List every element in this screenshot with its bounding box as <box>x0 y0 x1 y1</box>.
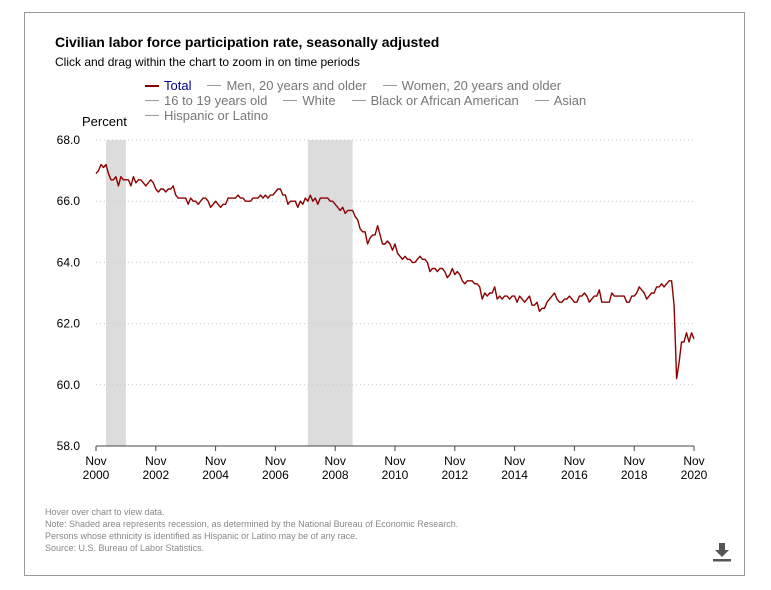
legend-swatch <box>145 100 159 102</box>
recession-band <box>307 140 353 446</box>
x-tick-month: Nov <box>444 454 465 468</box>
legend-label: White <box>302 93 336 108</box>
x-tick-year: 2020 <box>681 468 708 482</box>
y-tick-label: 58.0 <box>57 439 81 453</box>
series-line-total <box>95 163 695 380</box>
x-tick-year: 2000 <box>83 468 110 482</box>
legend-item-hispanic[interactable]: Hispanic or Latino <box>145 108 268 123</box>
download-button[interactable] <box>711 541 733 563</box>
legend-label: Black or African American <box>370 93 519 108</box>
x-tick-month: Nov <box>683 454 704 468</box>
legend-swatch <box>207 85 222 87</box>
legend-label: Men, 20 years and older <box>226 78 367 93</box>
legend-swatch <box>534 100 549 102</box>
legend-label: Total <box>164 78 192 93</box>
x-tick-month: Nov <box>384 454 405 468</box>
legend-swatch <box>351 100 366 102</box>
legend-item-white[interactable]: White <box>283 93 336 108</box>
download-icon <box>713 543 731 562</box>
y-tick-label: 68.0 <box>57 133 81 147</box>
chart-frame <box>24 12 745 576</box>
y-tick-label: 64.0 <box>57 255 81 269</box>
source-note: Source: U.S. Bureau of Labor Statistics. <box>45 543 205 553</box>
y-tick-label: 66.0 <box>57 194 81 208</box>
legend: Total Men, 20 years and older Women, 20 ye… <box>145 78 665 123</box>
legend-swatch <box>145 84 159 87</box>
legend-item-asian[interactable]: Asian <box>534 93 587 108</box>
x-tick-year: 2004 <box>202 468 229 482</box>
x-tick-month: Nov <box>265 454 286 468</box>
legend-item-16-19[interactable]: 16 to 19 years old <box>145 93 267 108</box>
x-tick-year: 2018 <box>621 468 648 482</box>
x-tick-year: 2014 <box>501 468 528 482</box>
chart-subtitle: Click and drag within the chart to zoom … <box>55 55 360 69</box>
y-tick-label: 60.0 <box>57 378 81 392</box>
y-tick-label: 62.0 <box>57 317 81 331</box>
footnotes: Hover over chart to view data. Note: Sha… <box>45 506 458 554</box>
legend-label: 16 to 19 years old <box>164 93 268 108</box>
chart-title: Civilian labor force participation rate,… <box>55 34 440 50</box>
x-tick-month: Nov <box>145 454 166 468</box>
x-tick-month: Nov <box>504 454 525 468</box>
legend-item-black[interactable]: Black or African American <box>351 93 519 108</box>
legend-swatch <box>283 100 298 102</box>
x-tick-year: 2006 <box>262 468 289 482</box>
legend-label: Asian <box>553 93 587 108</box>
x-tick-month: Nov <box>624 454 645 468</box>
x-tick-year: 2002 <box>142 468 169 482</box>
hover-hint: Hover over chart to view data. <box>45 507 165 517</box>
recession-band <box>105 140 126 446</box>
note-ethnicity: Persons whose ethnicity is identified as… <box>45 531 358 541</box>
legend-item-men[interactable]: Men, 20 years and older <box>207 78 367 93</box>
y-tick-labels: 58.0 60.0 62.0 64.0 66.0 68.0 <box>57 133 81 453</box>
x-tick-year: 2016 <box>561 468 588 482</box>
x-tick-month: Nov <box>564 454 585 468</box>
x-tick-year: 2008 <box>322 468 349 482</box>
legend-label: Women, 20 years and older <box>401 78 562 93</box>
series-lines <box>95 163 695 380</box>
note-recession: Note: Shaded area represents recession, … <box>45 519 459 529</box>
legend-swatch <box>145 115 159 117</box>
x-axis <box>95 445 695 451</box>
legend-item-total[interactable]: Total <box>145 78 191 93</box>
x-tick-month: Nov <box>205 454 226 468</box>
x-tick-month: Nov <box>325 454 346 468</box>
x-tick-year: 2010 <box>382 468 409 482</box>
legend-swatch <box>382 85 397 87</box>
y-axis-label: Percent <box>82 114 127 129</box>
recession-bands <box>105 140 353 446</box>
legend-label: Hispanic or Latino <box>164 108 269 123</box>
legend-item-women[interactable]: Women, 20 years and older <box>382 78 562 93</box>
x-tick-year: 2012 <box>441 468 468 482</box>
x-tick-month: Nov <box>85 454 106 468</box>
gridlines <box>96 139 694 386</box>
x-tick-labels: Nov2000Nov2002Nov2004Nov2006Nov2008Nov20… <box>83 454 708 482</box>
